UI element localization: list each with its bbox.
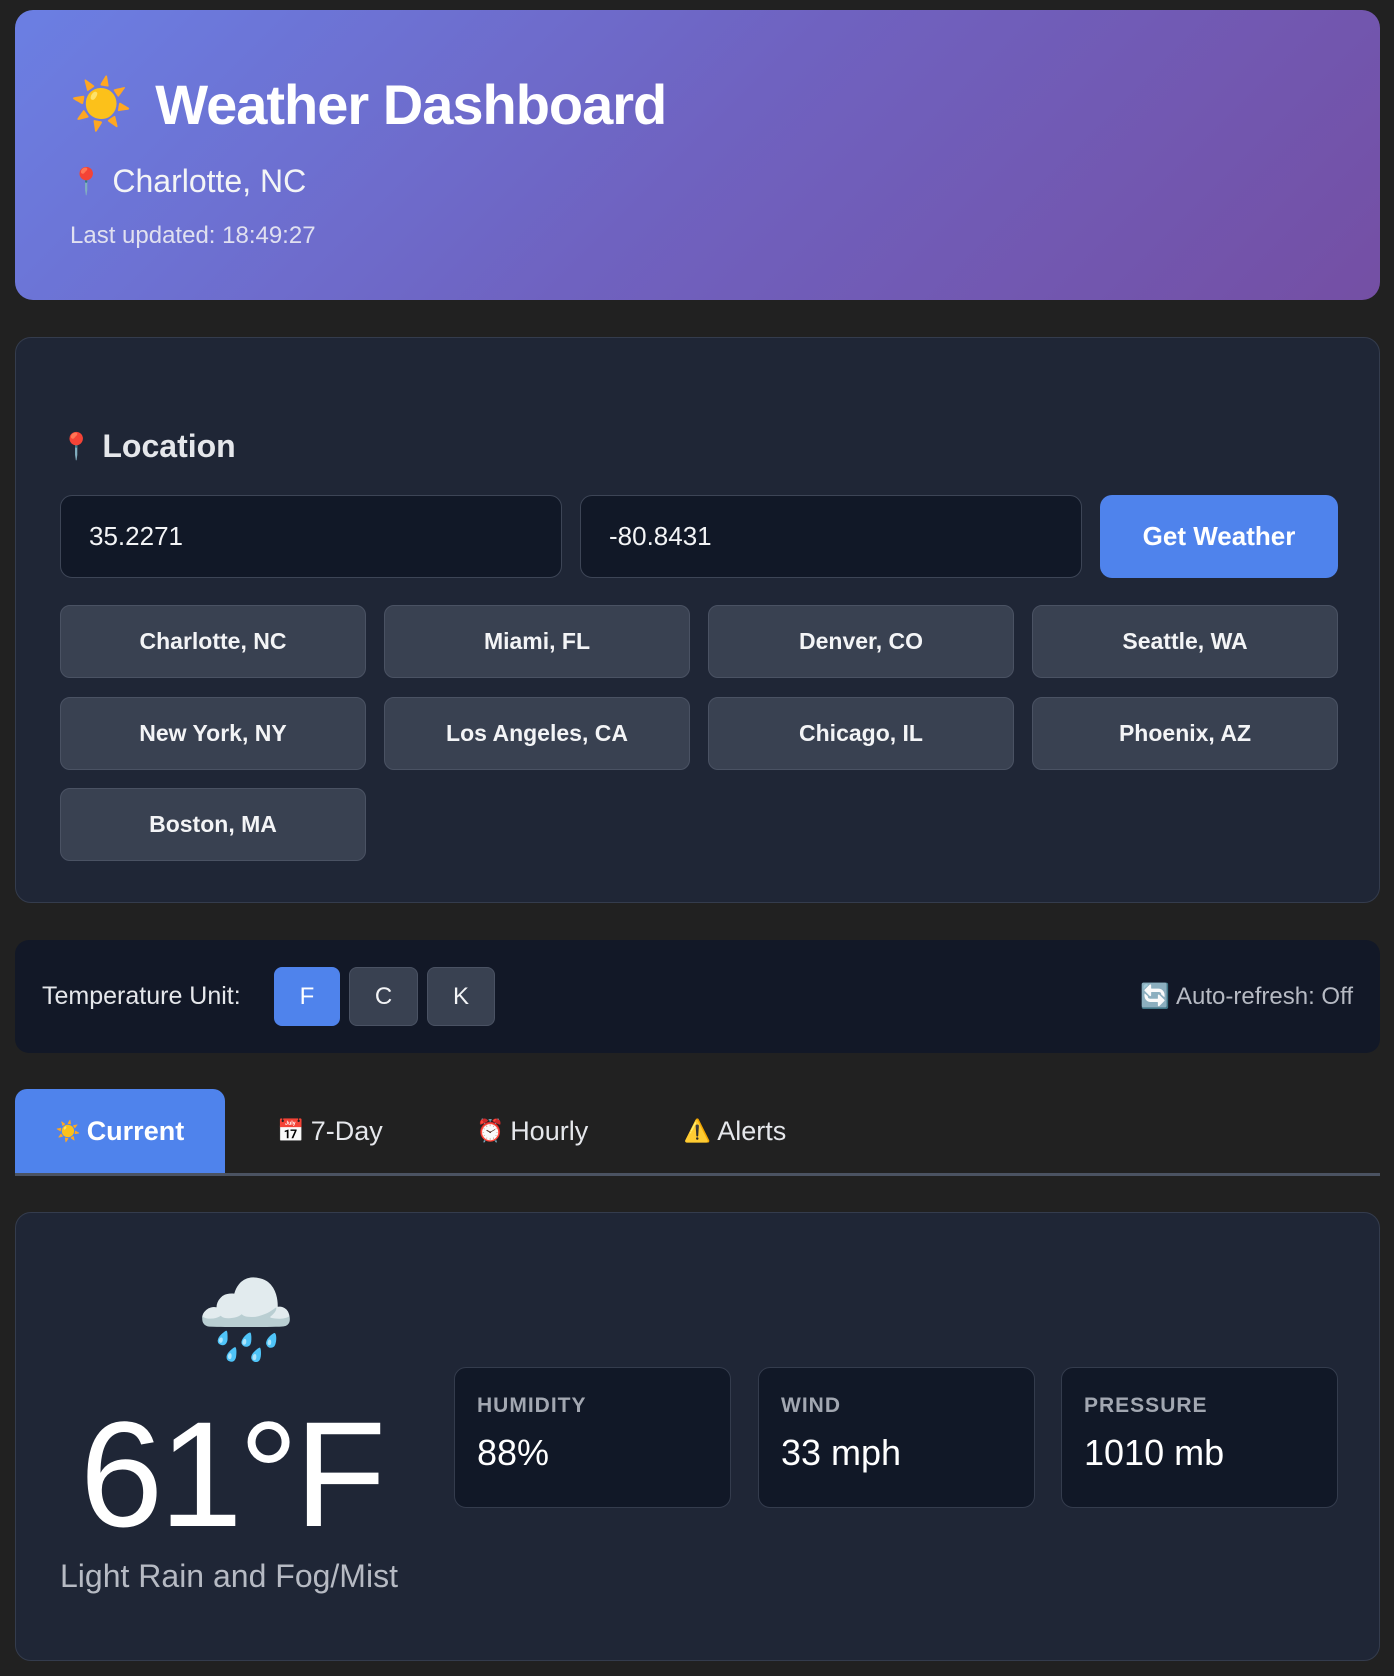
warning-icon: ⚠️ xyxy=(683,1118,712,1143)
stat-label: WIND xyxy=(781,1394,841,1417)
city-button-boston[interactable]: Boston, MA xyxy=(60,788,366,861)
unit-label: Temperature Unit: xyxy=(42,982,241,1010)
unit-bar: Temperature Unit: F C K 🔄 Auto-refresh: O… xyxy=(15,940,1380,1053)
alarm-clock-icon: ⏰ xyxy=(476,1118,505,1143)
tab-7-day[interactable]: 📅 7-Day xyxy=(245,1089,415,1173)
refresh-icon: 🔄 xyxy=(1140,983,1171,1010)
city-button-los-angeles[interactable]: Los Angeles, CA xyxy=(384,697,690,770)
unit-c-button[interactable]: C xyxy=(349,967,418,1026)
current-location: Charlotte, NC xyxy=(112,163,307,199)
longitude-input[interactable] xyxy=(580,495,1082,578)
header: ☀️ Weather Dashboard 📍 Charlotte, NC Last … xyxy=(15,10,1380,300)
auto-refresh-toggle[interactable]: 🔄 Auto-refresh: Off xyxy=(1140,982,1353,1011)
stat-value: 1010 mb xyxy=(1084,1432,1225,1473)
city-button-miami[interactable]: Miami, FL xyxy=(384,605,690,678)
get-weather-button[interactable]: Get Weather xyxy=(1100,495,1338,578)
pressure-card: PRESSURE 1010 mb xyxy=(1061,1367,1338,1508)
stat-value: 33 mph xyxy=(781,1432,902,1473)
sun-icon: ☀️ xyxy=(70,76,132,132)
page-title: Weather Dashboard xyxy=(155,73,667,136)
unit-k-button[interactable]: K xyxy=(427,967,495,1026)
current-weather-card: 🌧️ 61°F Light Rain and Fog/Mist HUMIDITY… xyxy=(15,1212,1380,1661)
location-panel: 📍 Location Get Weather Charlotte, NC Miam… xyxy=(15,337,1380,903)
last-updated: Last updated: 18:49:27 xyxy=(70,222,316,249)
tab-label: Hourly xyxy=(510,1115,589,1146)
tab-alerts[interactable]: ⚠️ Alerts xyxy=(650,1089,820,1173)
pin-icon: 📍 xyxy=(70,166,103,196)
tab-label: 7-Day xyxy=(310,1115,383,1146)
location-title: Location xyxy=(102,428,236,464)
city-button-new-york[interactable]: New York, NY xyxy=(60,697,366,770)
rain-cloud-icon: 🌧️ xyxy=(196,1275,296,1364)
humidity-card: HUMIDITY 88% xyxy=(454,1367,731,1508)
sun-icon: ☀️ xyxy=(55,1120,81,1143)
city-button-chicago[interactable]: Chicago, IL xyxy=(708,697,1014,770)
weather-description: Light Rain and Fog/Mist xyxy=(60,1558,398,1594)
latitude-input[interactable] xyxy=(60,495,562,578)
unit-f-button[interactable]: F xyxy=(274,967,340,1026)
stat-label: HUMIDITY xyxy=(477,1394,587,1417)
tab-label: Current xyxy=(86,1115,185,1146)
stat-value: 88% xyxy=(477,1432,550,1473)
wind-card: WIND 33 mph xyxy=(758,1367,1035,1508)
auto-refresh-label: Auto-refresh: Off xyxy=(1176,982,1353,1010)
tab-bar: ☀️ Current 📅 7-Day ⏰ Hourly ⚠️ Alerts xyxy=(15,1089,1380,1176)
tab-hourly[interactable]: ⏰ Hourly xyxy=(445,1089,620,1173)
stat-label: PRESSURE xyxy=(1084,1394,1208,1417)
city-button-denver[interactable]: Denver, CO xyxy=(708,605,1014,678)
city-button-phoenix[interactable]: Phoenix, AZ xyxy=(1032,697,1338,770)
city-button-charlotte[interactable]: Charlotte, NC xyxy=(60,605,366,678)
pin-icon: 📍 xyxy=(60,431,93,461)
tab-current[interactable]: ☀️ Current xyxy=(15,1089,225,1173)
temperature: 61°F xyxy=(79,1390,386,1558)
calendar-icon: 📅 xyxy=(277,1118,305,1143)
tab-label: Alerts xyxy=(717,1115,787,1146)
city-button-seattle[interactable]: Seattle, WA xyxy=(1032,605,1338,678)
